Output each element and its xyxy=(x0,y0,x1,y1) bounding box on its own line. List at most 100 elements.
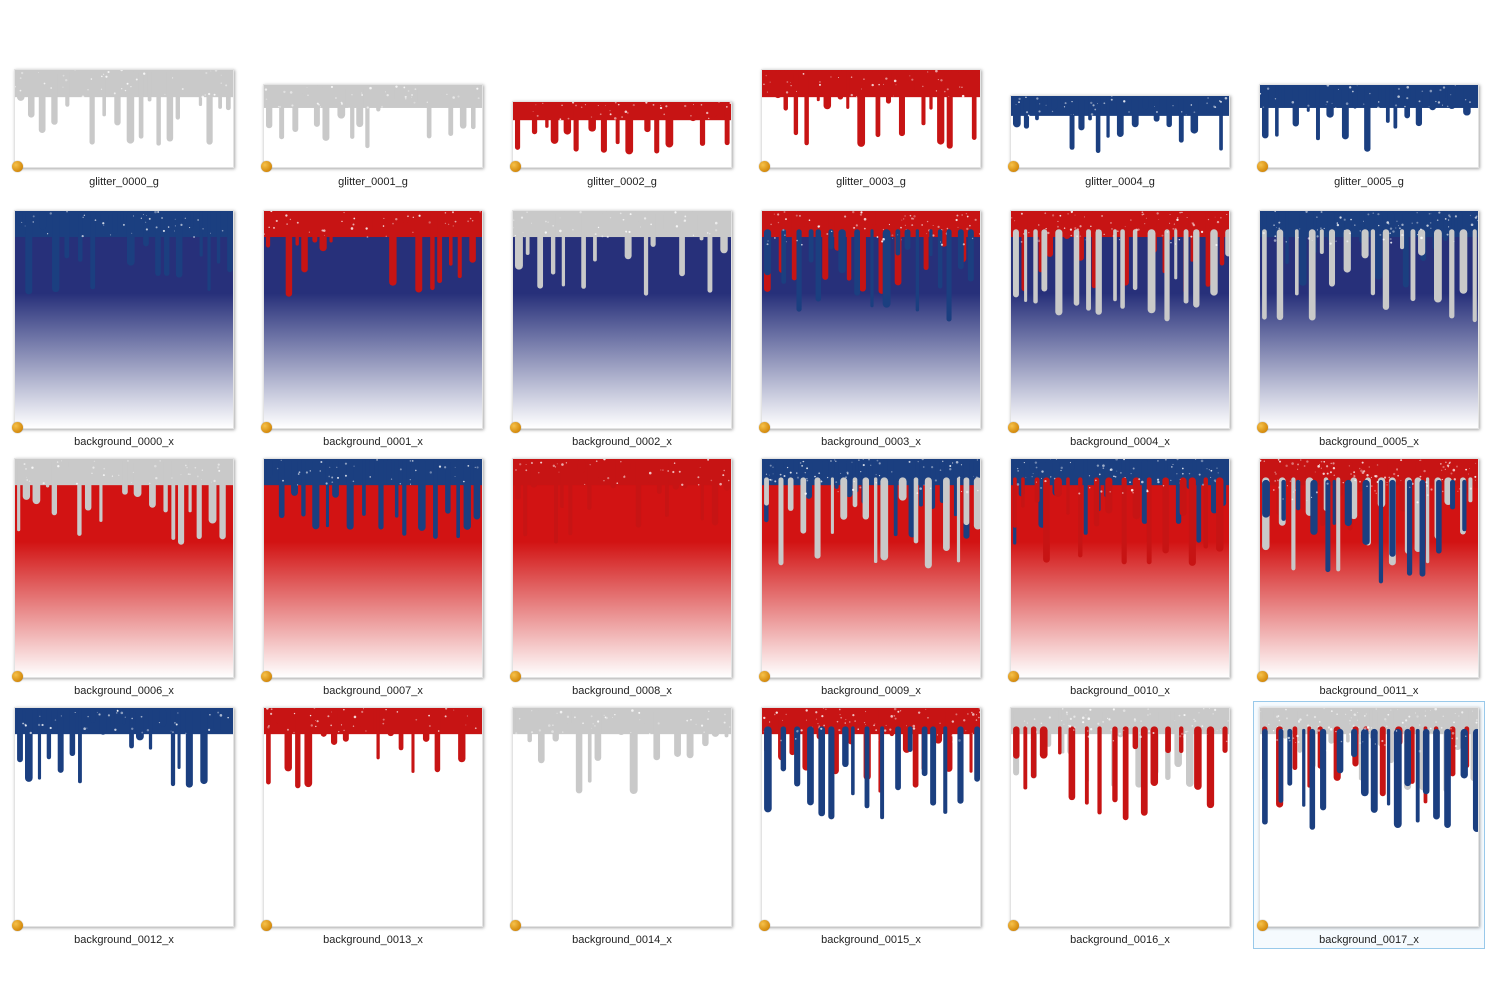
file-thumbnail[interactable] xyxy=(512,210,732,429)
file-type-badge-icon xyxy=(1257,161,1268,172)
file-name-label[interactable]: background_0007_x xyxy=(323,685,423,697)
glitter-drip-preview xyxy=(513,708,731,926)
red-glitter-drip xyxy=(762,70,980,149)
file-thumbnail[interactable] xyxy=(263,707,483,927)
file-name-label[interactable]: glitter_0000_g xyxy=(89,176,159,188)
file-thumbnail[interactable] xyxy=(512,101,732,168)
file-thumbnail[interactable] xyxy=(761,210,981,429)
thumbnail-background xyxy=(513,459,731,677)
glitter-drip-preview xyxy=(15,459,233,677)
file-thumbnail[interactable] xyxy=(1010,95,1230,168)
glitter-drip-preview xyxy=(1260,85,1478,167)
glitter-drip-preview xyxy=(513,102,731,167)
file-name-label[interactable]: background_0000_x xyxy=(74,436,174,448)
glitter-drip-preview xyxy=(1011,708,1229,926)
file-type-badge-icon xyxy=(759,920,770,931)
file-thumbnail[interactable] xyxy=(14,69,234,168)
file-thumbnail[interactable] xyxy=(761,707,981,927)
file-name-label[interactable]: glitter_0002_g xyxy=(587,176,657,188)
red-glitter-drip xyxy=(1013,708,1229,821)
red-glitter-drip xyxy=(264,211,482,297)
file-name-label[interactable]: background_0012_x xyxy=(74,934,174,946)
file-name-label[interactable]: background_0003_x xyxy=(821,436,921,448)
file-name-label[interactable]: background_0008_x xyxy=(572,685,672,697)
file-name-label[interactable]: background_0006_x xyxy=(74,685,174,697)
file-thumbnail[interactable] xyxy=(512,458,732,678)
glitter-drip-preview xyxy=(1260,211,1478,428)
silver-glitter-drip xyxy=(1262,211,1477,323)
silver-glitter-drip xyxy=(15,70,233,146)
file-type-badge-icon xyxy=(12,671,23,682)
file-thumbnail[interactable] xyxy=(1259,458,1479,678)
thumbnail-background xyxy=(513,211,731,428)
blue-glitter-drip xyxy=(264,459,482,539)
file-name-label[interactable]: background_0016_x xyxy=(1070,934,1170,946)
file-type-badge-icon xyxy=(759,422,770,433)
glitter-drip-preview xyxy=(762,459,980,677)
thumbnail-background xyxy=(15,211,233,428)
file-name-label[interactable]: background_0010_x xyxy=(1070,685,1170,697)
file-type-badge-icon xyxy=(261,920,272,931)
file-thumbnail[interactable] xyxy=(263,84,483,168)
file-thumbnail[interactable] xyxy=(14,210,234,429)
file-name-label[interactable]: background_0004_x xyxy=(1070,436,1170,448)
file-name-label[interactable]: background_0009_x xyxy=(821,685,921,697)
file-thumbnail[interactable] xyxy=(14,458,234,678)
file-thumbnail[interactable] xyxy=(1010,210,1230,429)
file-thumbnail[interactable] xyxy=(761,69,981,168)
blue-glitter-drip xyxy=(15,708,233,788)
file-name-label[interactable]: background_0013_x xyxy=(323,934,423,946)
file-name-label[interactable]: background_0014_x xyxy=(572,934,672,946)
file-type-badge-icon xyxy=(1008,920,1019,931)
file-name-label[interactable]: glitter_0001_g xyxy=(338,176,408,188)
file-name-label[interactable]: background_0002_x xyxy=(572,436,672,448)
thumbnail-background xyxy=(264,211,482,428)
file-type-badge-icon xyxy=(759,161,770,172)
glitter-drip-preview xyxy=(1011,211,1229,428)
red-glitter-drip xyxy=(264,708,482,789)
glitter-drip-preview xyxy=(264,85,482,167)
file-thumbnail[interactable] xyxy=(263,210,483,429)
file-thumbnail[interactable] xyxy=(1259,707,1479,927)
red-glitter-drip xyxy=(513,102,731,155)
glitter-drip-preview xyxy=(513,459,731,677)
file-name-label[interactable]: background_0017_x xyxy=(1319,934,1419,946)
file-name-label[interactable]: glitter_0005_g xyxy=(1334,176,1404,188)
glitter-drip-preview xyxy=(15,70,233,167)
file-name-label[interactable]: glitter_0003_g xyxy=(836,176,906,188)
file-name-label[interactable]: background_0005_x xyxy=(1319,436,1419,448)
file-thumbnail[interactable] xyxy=(1010,458,1230,678)
file-name-label[interactable]: background_0015_x xyxy=(821,934,921,946)
file-thumbnail[interactable] xyxy=(1259,84,1479,168)
file-type-badge-icon xyxy=(1008,422,1019,433)
file-thumbnail[interactable] xyxy=(512,707,732,927)
file-thumbnail[interactable] xyxy=(14,707,234,927)
glitter-drip-preview xyxy=(1260,459,1478,677)
file-name-label[interactable]: glitter_0004_g xyxy=(1085,176,1155,188)
file-type-badge-icon xyxy=(12,422,23,433)
silver-glitter-drip xyxy=(513,211,731,296)
file-type-badge-icon xyxy=(261,422,272,433)
file-thumbnail[interactable] xyxy=(761,458,981,678)
file-name-label[interactable]: background_0011_x xyxy=(1319,685,1419,697)
file-type-badge-icon xyxy=(261,671,272,682)
file-thumbnail[interactable] xyxy=(263,458,483,678)
file-type-badge-icon xyxy=(510,422,521,433)
glitter-drip-preview xyxy=(264,459,482,677)
file-thumbnail[interactable] xyxy=(1010,707,1230,927)
red-glitter-drip xyxy=(513,459,731,544)
file-type-badge-icon xyxy=(1257,422,1268,433)
glitter-drip-preview xyxy=(15,708,233,926)
file-thumbnail[interactable] xyxy=(1259,210,1479,429)
file-type-badge-icon xyxy=(1008,671,1019,682)
blue-glitter-drip xyxy=(1262,708,1478,832)
blue-glitter-drip xyxy=(763,211,974,322)
file-type-badge-icon xyxy=(510,671,521,682)
file-name-label[interactable]: background_0001_x xyxy=(323,436,423,448)
glitter-drip-preview xyxy=(762,708,980,926)
file-type-badge-icon xyxy=(1257,920,1268,931)
glitter-drip-preview xyxy=(1011,459,1229,677)
red-glitter-drip xyxy=(1013,459,1224,566)
thumbnail-background xyxy=(15,708,233,926)
glitter-drip-preview xyxy=(1011,96,1229,167)
